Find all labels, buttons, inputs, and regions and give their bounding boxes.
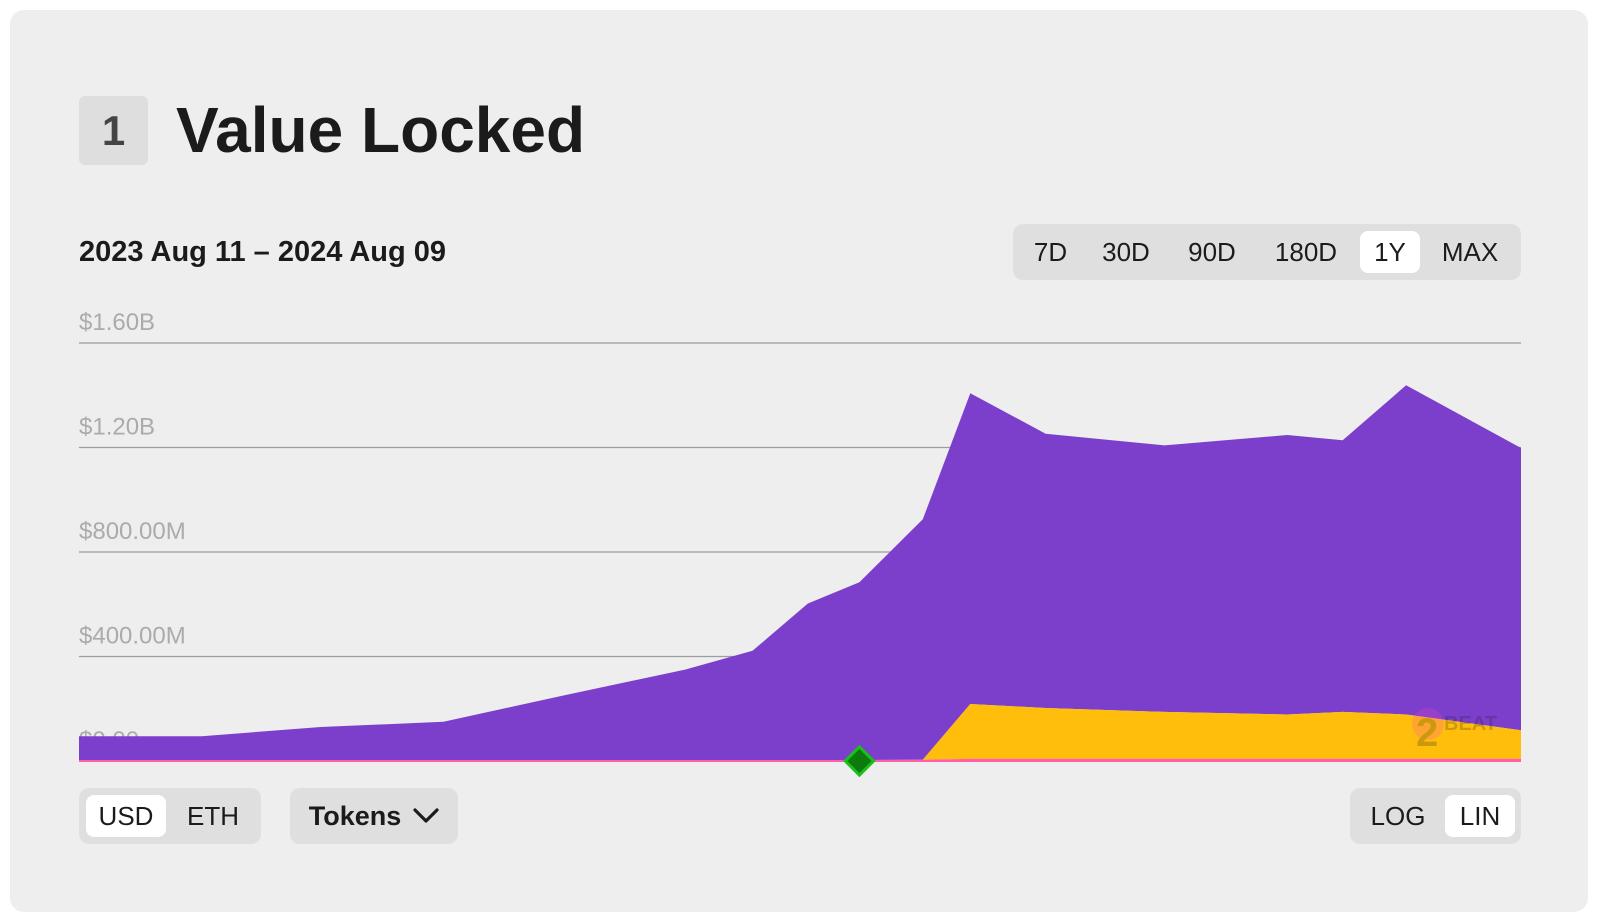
range-7d-button[interactable]: 7D — [1033, 236, 1068, 267]
y-tick-label: $1.20B — [79, 414, 155, 441]
date-range-label: 2023 Aug 11 – 2024 Aug 09 — [79, 236, 447, 268]
chart-areas[interactable] — [79, 385, 1521, 762]
section-title: Value Locked — [176, 94, 586, 166]
area-series-2[interactable] — [79, 385, 1521, 761]
scale-log-button[interactable]: LOG — [1370, 800, 1426, 831]
area-series-1[interactable] — [79, 704, 1521, 761]
section-number-badge: 1 — [79, 96, 148, 165]
y-tick-label: $1.60B — [79, 309, 155, 336]
tokens-button-label: Tokens — [308, 800, 402, 831]
scale-toggle: LOG LIN — [1350, 788, 1521, 844]
range-30d-button[interactable]: 30D — [1102, 236, 1150, 267]
tokens-dropdown-button[interactable]: Tokens — [290, 788, 458, 844]
currency-eth-button[interactable]: ETH — [187, 800, 239, 831]
chart-markers — [843, 744, 876, 778]
range-180d-button[interactable]: 180D — [1274, 236, 1338, 267]
y-tick-label: $800.00M — [79, 518, 186, 545]
range-90d-button[interactable]: 90D — [1188, 236, 1236, 267]
y-axis-ticks: $0.00$400.00M$800.00M$1.20B$1.60B — [79, 309, 186, 754]
svg-text:BEAT: BEAT — [1444, 713, 1497, 735]
time-range-selector: 7D 30D 90D 180D 1Y MAX — [1013, 224, 1521, 280]
currency-toggle: USD ETH — [79, 788, 261, 844]
chart-event-marker[interactable] — [843, 744, 876, 778]
currency-usd-button[interactable]: USD — [86, 795, 166, 837]
l2beat-logo-icon: 2 BEAT — [1412, 708, 1497, 752]
range-max-button[interactable]: MAX — [1441, 236, 1499, 267]
scale-lin-button[interactable]: LIN — [1445, 795, 1515, 837]
svg-text:2: 2 — [1416, 711, 1438, 752]
chevron-down-icon — [413, 808, 439, 823]
y-tick-label: $400.00M — [79, 623, 186, 650]
range-1y-button[interactable]: 1Y — [1360, 231, 1420, 273]
